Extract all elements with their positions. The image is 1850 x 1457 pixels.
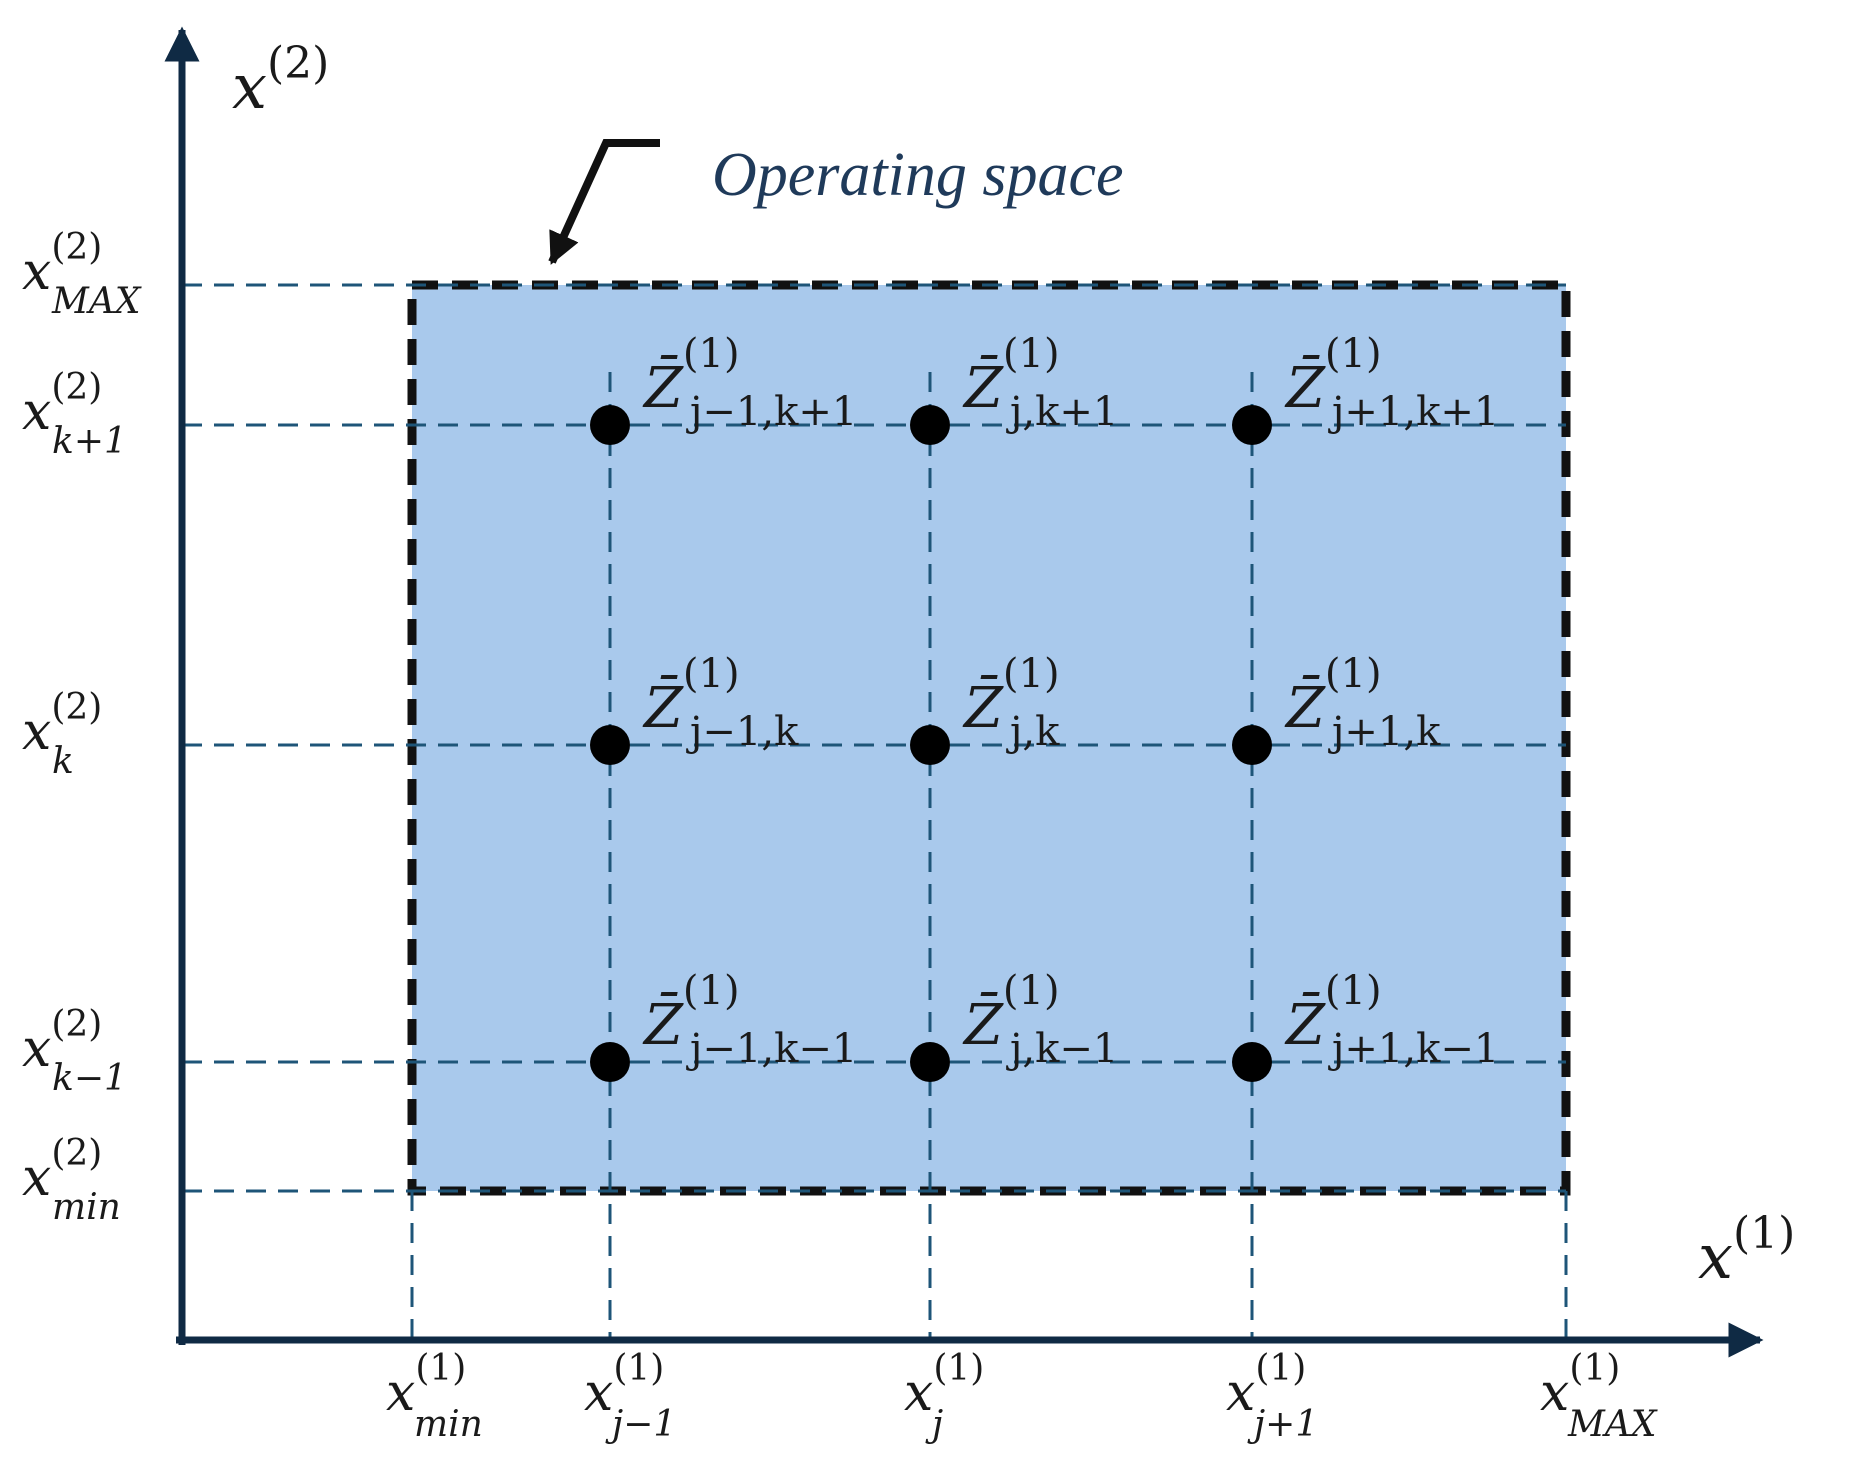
grid-point-marker [910,1042,950,1082]
grid-point-marker [910,405,950,445]
caption-pointer-arrow [548,139,660,265]
grid-point-marker [590,405,630,445]
grid-point-label: Z̄(1) j−1,k−1 [642,968,857,1072]
y-tick-labels: x(2) MAX x(2) k+1 x(2) k x(2) k−1 x(2) min [22,227,142,1228]
x-tick-label: x(1) j−1 [584,1348,676,1445]
y-tick-label: x(2) k−1 [22,1004,127,1099]
grid-point-labels: Z̄(1) j−1,k+1 Z̄(1) j,k+1 Z̄(1) j+1,k+1 Z̄(1) j… [642,331,1499,1072]
grid-point-marker [1232,725,1272,765]
y-axis-title: x(2) [232,38,329,123]
grid-point-label: Z̄(1) j−1,k [642,651,799,755]
y-tick-label: x(2) min [22,1133,121,1228]
grid-point-label: Z̄(1) j+1,k [1284,651,1441,755]
grid-point-marker [1232,1042,1272,1082]
grid-point-label: Z̄(1) j,k−1 [962,968,1118,1072]
dashed-guide-lines [182,283,1568,1340]
grid-point-marker [590,725,630,765]
grid-point-label: Z̄(1) j+1,k−1 [1284,968,1499,1072]
x-tick-labels: x(1) min x(1) j−1 x(1) j x(1) j+1 x(1) MAX [386,1348,1658,1445]
grid-points [590,405,1272,1082]
y-tick-label: x(2) k+1 [22,367,127,462]
grid-point-label: Z̄(1) j,k+1 [962,331,1118,435]
operating-space-caption: Operating space [712,141,1124,209]
grid-point-label: Z̄(1) j+1,k+1 [1284,331,1499,435]
y-tick-label: x(2) MAX [22,227,142,322]
y-tick-label: x(2) k [22,687,102,782]
x-tick-label: x(1) j [904,1348,984,1445]
x-tick-label: x(1) min [386,1348,483,1445]
grid-point-marker [910,725,950,765]
grid-point-label: Z̄(1) j−1,k+1 [642,331,857,435]
x-axis-title: x(1) [1698,1208,1795,1293]
grid-point-label: Z̄(1) j,k [962,651,1060,755]
grid-point-marker [1232,405,1272,445]
x-tick-label: x(1) MAX [1540,1348,1658,1445]
x-tick-label: x(1) j+1 [1226,1348,1318,1445]
grid-point-marker [590,1042,630,1082]
